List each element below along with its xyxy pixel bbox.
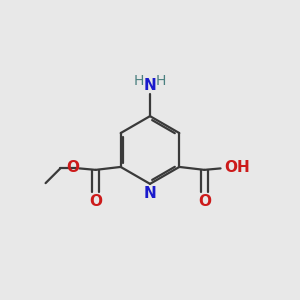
Text: H: H — [134, 74, 144, 88]
Text: O: O — [66, 160, 79, 175]
Text: N: N — [144, 186, 156, 201]
Text: O: O — [198, 194, 211, 209]
Text: O: O — [89, 194, 102, 209]
Text: OH: OH — [224, 160, 250, 175]
Text: N: N — [144, 78, 156, 93]
Text: H: H — [156, 74, 166, 88]
